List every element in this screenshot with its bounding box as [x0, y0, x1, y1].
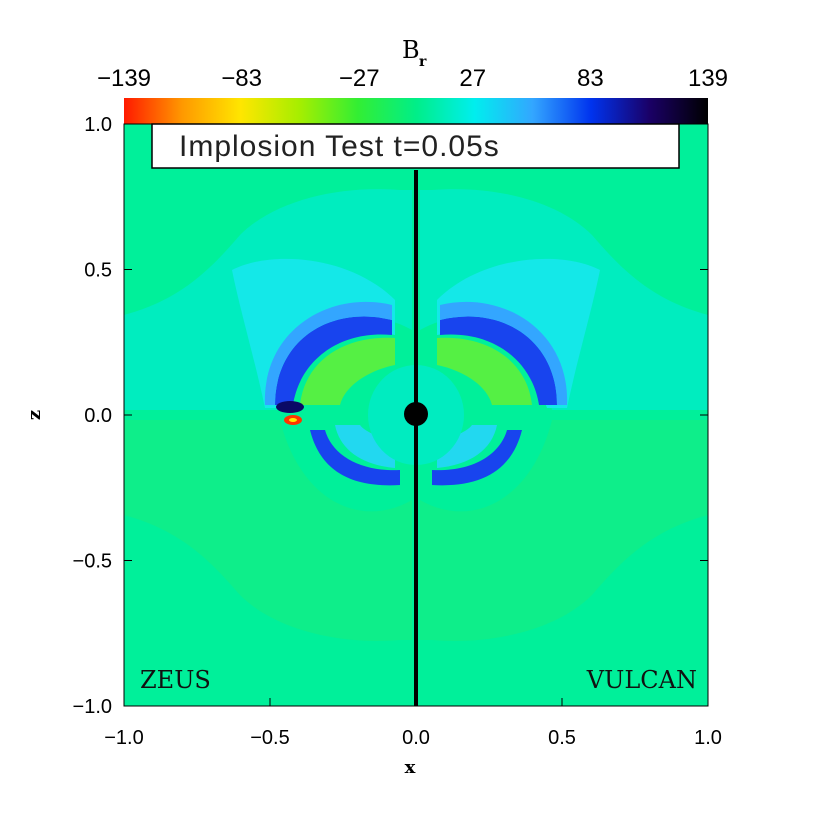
central-star	[404, 402, 428, 426]
title-box-frame	[151, 123, 680, 169]
inner-green-upper-right	[437, 337, 532, 405]
y-tick-label: −1.0	[73, 696, 112, 718]
blue-arc-upper-left	[275, 316, 392, 405]
colorbar-bar	[124, 98, 708, 124]
colorbar-tick-label: 83	[577, 65, 604, 92]
blue-arc-upper-right-outer	[440, 301, 568, 405]
x-tick-label: −0.5	[250, 727, 289, 749]
y-tick-label: 0.0	[84, 405, 112, 427]
lobe-lower-right	[420, 420, 708, 641]
y-axis: −1.0 −0.5 0.0 0.5 1.0	[73, 114, 708, 718]
colorbar-ticks: −139 −83 −27 27 83 139	[97, 65, 728, 92]
x-axis-title: x	[405, 757, 416, 778]
y-tick-label: 1.0	[84, 114, 112, 136]
y-axis-title: z	[24, 410, 45, 420]
y-tick-label: −0.5	[73, 551, 112, 573]
colorbar-tick-label: −27	[339, 65, 380, 92]
artifact-yellow	[289, 418, 297, 422]
colorbar-tick-label: 139	[688, 65, 728, 92]
panel-label-left: ZEUS	[140, 666, 211, 694]
blue-arc-upper-right	[440, 316, 557, 405]
title-box: Implosion Test t=0.05s	[151, 123, 680, 169]
inner-cyan-lower-right	[437, 425, 497, 468]
x-axis: −1.0 −0.5 0.0 0.5 1.0	[104, 698, 722, 749]
colorbar-tick-label: 27	[459, 65, 486, 92]
lobe-lower-left	[124, 420, 412, 641]
zeus-artifact	[276, 401, 304, 425]
inner-ring	[300, 337, 532, 468]
x-tick-label: 1.0	[694, 727, 722, 749]
x-tick-label: −1.0	[104, 727, 143, 749]
heatmap-plot	[124, 124, 708, 706]
x-tick-label: 0.5	[548, 727, 576, 749]
blue-arc-lower-left	[310, 430, 400, 486]
blue-arcs	[264, 301, 568, 486]
artifact-dark	[276, 401, 304, 413]
colorbar-tick-label: −139	[97, 65, 151, 92]
colorbar-tick-label: −83	[221, 65, 262, 92]
blue-arc-lower-right	[432, 430, 522, 486]
inner-cyan-lower-left	[335, 425, 395, 468]
colorbar-title: B	[402, 36, 420, 64]
colorbar: B r −139 −83 −27 27 83 139	[97, 36, 728, 124]
inner-green-upper-left	[300, 337, 395, 405]
colorbar-title-subscript: r	[419, 54, 427, 70]
blue-arc-upper-left-outer	[264, 301, 392, 405]
y-tick-label: 0.5	[84, 260, 112, 282]
plot-title: Implosion Test t=0.05s	[179, 130, 500, 163]
panel-label-right: VULCAN	[586, 666, 697, 694]
x-tick-label: 0.0	[402, 727, 430, 749]
